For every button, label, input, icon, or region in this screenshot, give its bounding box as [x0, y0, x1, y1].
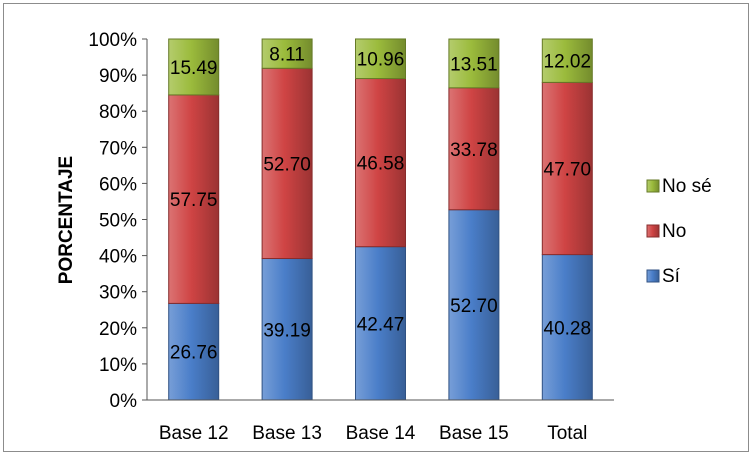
x-tick-label: Base 12 — [159, 423, 229, 444]
legend-label: Sí — [662, 266, 681, 287]
bar-segment — [541, 38, 593, 83]
bar-segment — [541, 81, 593, 256]
bar-segment — [448, 38, 500, 89]
bar-segment — [448, 87, 500, 211]
bars: 26.76 57.75 15.49 39.19 52.70 8.11 42.47 46.58 1… — [168, 38, 593, 401]
data-label: 26.76 — [170, 343, 218, 364]
x-tick-label: Total — [547, 423, 587, 444]
x-axis: Base 12 Base 13 Base 14 Base 15 Total — [147, 399, 614, 444]
data-label: 15.49 — [170, 58, 218, 79]
bar-segment — [355, 246, 406, 401]
data-label: 13.51 — [450, 54, 498, 75]
legend-swatch — [646, 224, 660, 238]
x-tick-label: Base 15 — [439, 423, 509, 444]
bar-segment — [355, 38, 406, 80]
y-axis: 0% 10% 20% 30% 40% 50% 60% 70% 80% 90% 100% — [88, 30, 148, 412]
data-label: 10.96 — [357, 50, 405, 71]
data-label: 42.47 — [357, 314, 405, 335]
y-tick-label: 0% — [110, 391, 138, 412]
y-tick-label: 40% — [99, 247, 137, 268]
bar-segment — [261, 67, 313, 260]
y-axis-title: PORCENTAJE — [56, 156, 77, 284]
data-label: 33.78 — [450, 140, 498, 161]
y-tick-label: 30% — [99, 283, 137, 304]
y-tick-label: 50% — [99, 211, 137, 232]
data-label: 12.02 — [544, 52, 592, 73]
data-label: 46.58 — [357, 154, 405, 175]
data-label: 57.75 — [170, 190, 218, 211]
data-label: 47.70 — [544, 159, 592, 180]
y-tick-label: 60% — [99, 174, 137, 195]
bar-segment — [261, 38, 313, 69]
bar-segment — [448, 209, 500, 401]
y-tick-label: 80% — [99, 102, 137, 123]
legend: No sé No Sí — [646, 176, 712, 287]
legend-swatch — [646, 179, 660, 193]
y-tick-label: 20% — [99, 319, 137, 340]
bar-segment — [168, 38, 220, 96]
y-tick-label: 10% — [99, 355, 137, 376]
legend-swatch — [646, 269, 660, 283]
y-tick-label: 90% — [99, 66, 137, 87]
x-tick-label: Base 13 — [252, 423, 322, 444]
legend-label: No — [662, 221, 686, 242]
y-tick-label: 100% — [88, 30, 137, 51]
data-label: 39.19 — [263, 320, 311, 341]
data-label: 40.28 — [544, 318, 592, 339]
data-label: 8.11 — [269, 45, 305, 66]
x-tick-label: Base 14 — [346, 423, 416, 444]
data-label: 52.70 — [450, 296, 498, 317]
y-tick-label: 70% — [99, 138, 137, 159]
legend-label: No sé — [662, 176, 712, 197]
data-label: 52.70 — [263, 154, 311, 175]
